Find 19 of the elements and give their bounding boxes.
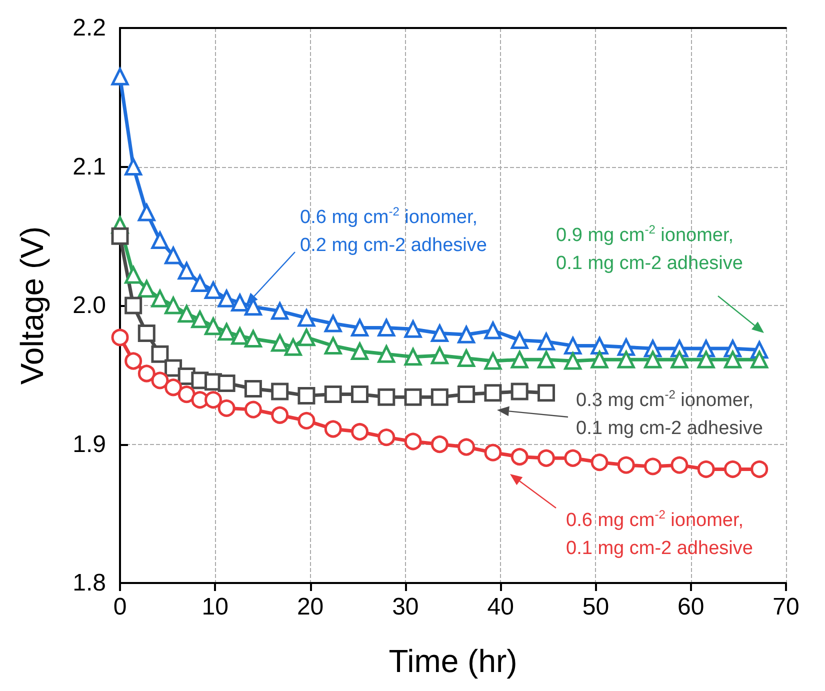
y-tick-label: 2.0 — [72, 292, 106, 319]
y-axis-title: Voltage (V) — [14, 226, 50, 385]
x-tick-label: 0 — [113, 594, 127, 620]
x-tick-label: 10 — [202, 594, 228, 620]
x-tick-label: 70 — [772, 594, 800, 620]
y-tick-label: 2.1 — [72, 153, 106, 180]
x-tick-label: 30 — [392, 594, 419, 620]
y-tick-label: 2.2 — [72, 14, 106, 42]
x-tick-label: 50 — [582, 594, 610, 620]
x-tick-label: 40 — [487, 594, 514, 620]
y-tick-label: 1.9 — [72, 430, 106, 458]
x-tick-label: 20 — [296, 594, 324, 620]
text: 0.6 mg cm$^{-2}$ ionomer, 0.2 mg cm-2 adhesive — [300, 204, 487, 258]
y-tick-label: 1.8 — [72, 570, 106, 596]
x-axis-title: Time (hr) — [388, 643, 518, 679]
text: 0.9 mg cm$^{-2}$ ionomer, 0.1 mg cm-2 adhesive — [556, 222, 743, 276]
x-tick-label: 60 — [678, 594, 704, 620]
legend-label: 0.3 mg cm$^{-2}$ ionomer, 0.1 mg cm-2 adhesive — [576, 387, 763, 441]
series-label: 0.6 mg cm$^{-2}$ ionomer, 0.1 mg cm-2 adhesive — [566, 507, 753, 561]
